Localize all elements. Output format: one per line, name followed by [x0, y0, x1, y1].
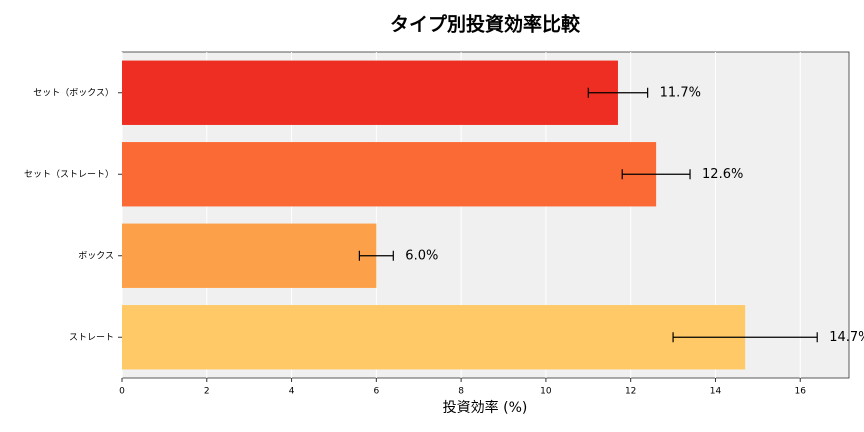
value-label: 6.0%: [405, 248, 438, 263]
x-tick-label: 4: [289, 387, 295, 397]
bar: [122, 142, 657, 207]
x-tick-label: 2: [204, 387, 210, 397]
x-tick-label: 10: [540, 387, 552, 397]
value-label: 11.7%: [660, 85, 701, 100]
x-tick-label: 14: [710, 387, 722, 397]
x-tick-label: 0: [119, 387, 125, 397]
value-label: 12.6%: [702, 167, 743, 182]
bar: [122, 60, 618, 125]
x-tick-label: 16: [795, 387, 807, 397]
x-axis-label: 投資効率 (%): [443, 399, 528, 416]
y-tick-label: ボックス: [78, 250, 114, 261]
x-tick-label: 12: [625, 387, 636, 397]
x-tick-label: 6: [373, 387, 379, 397]
chart-title: タイプ別投資効率比較: [390, 13, 581, 36]
y-tick-label: セット（ボックス）: [33, 87, 114, 98]
x-tick-label: 8: [458, 387, 464, 397]
bar: [122, 305, 746, 370]
y-tick-label: ストレート: [69, 333, 114, 343]
value-label: 14.7%: [829, 330, 864, 345]
bar: [122, 223, 377, 288]
y-tick-label: セット（ストレート）: [24, 169, 114, 180]
